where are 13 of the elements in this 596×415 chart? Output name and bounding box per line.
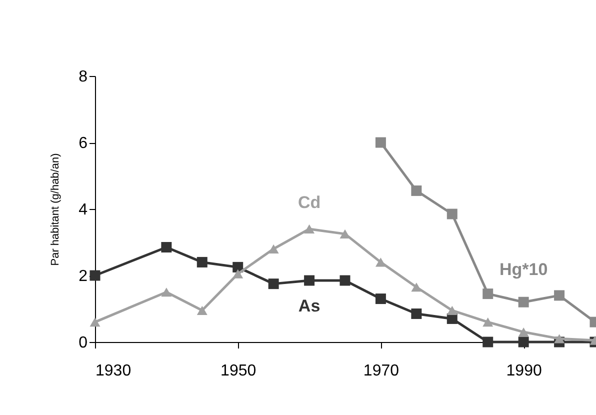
y-tick-label: 8 bbox=[78, 68, 88, 86]
x-tick-label: 1930 bbox=[96, 362, 132, 380]
y-tick-label: 4 bbox=[78, 202, 88, 218]
series-label: Hg*10 bbox=[499, 260, 548, 280]
series-label: Cd bbox=[298, 192, 321, 212]
x-tick-label: 1970 bbox=[363, 362, 400, 380]
x-tick-label: 1990 bbox=[506, 362, 542, 380]
series-label: As bbox=[298, 296, 320, 316]
y-tick-label: 0 bbox=[78, 334, 88, 352]
y-tick-label: 2 bbox=[78, 268, 88, 285]
y-tick-label: 6 bbox=[78, 135, 88, 152]
y-axis-title: Par habitant (g/hab/an) bbox=[50, 153, 62, 266]
x-tick-label: 1950 bbox=[220, 362, 256, 380]
